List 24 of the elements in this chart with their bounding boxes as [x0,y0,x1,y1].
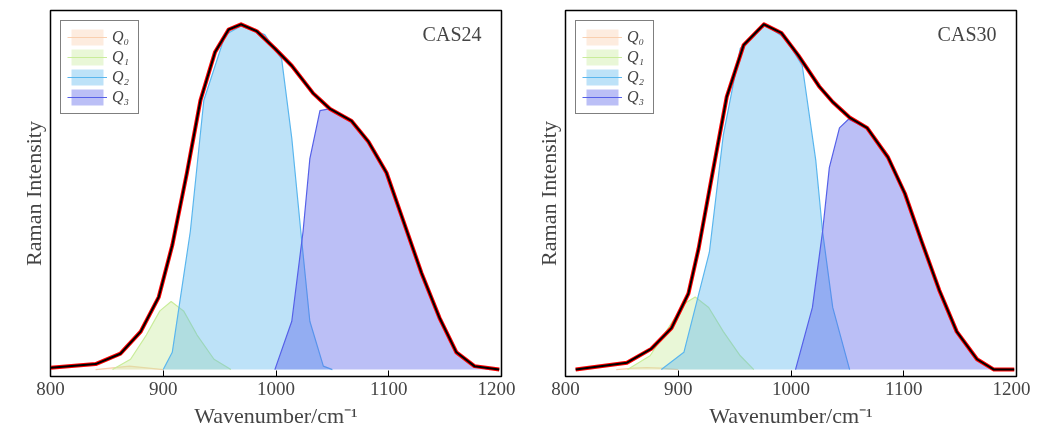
annotation: CAS30 [937,22,997,45]
legend-label: Q₀ [627,28,646,46]
x-tick-label: 1000 [772,377,810,399]
x-tick-label: 1200 [992,377,1031,399]
x-tick-label: 1000 [257,377,295,399]
y-axis-title: Raman Intensity [535,121,561,266]
x-tick-label: 900 [149,377,178,399]
legend-label: Q₃ [112,88,131,106]
x-tick-label: 1200 [477,377,516,399]
y-axis-title: Raman Intensity [20,121,46,266]
x-axis-title: Wavenumber/cm⁻¹ [194,402,358,428]
legend-label: Q₃ [627,88,646,106]
x-tick-label: 800 [551,377,580,399]
legend-label: Q₁ [112,48,131,66]
x-tick-label: 900 [664,377,693,399]
annotation: CAS24 [422,22,482,45]
legend-label: Q₂ [112,68,131,86]
x-axis-title: Wavenumber/cm⁻¹ [709,402,873,428]
legend-label: Q₁ [627,48,646,66]
x-tick-label: 1100 [885,377,923,399]
x-tick-label: 1100 [370,377,408,399]
legend-label: Q₂ [627,68,646,86]
legend-label: Q₀ [112,28,131,46]
x-tick-label: 800 [36,377,65,399]
